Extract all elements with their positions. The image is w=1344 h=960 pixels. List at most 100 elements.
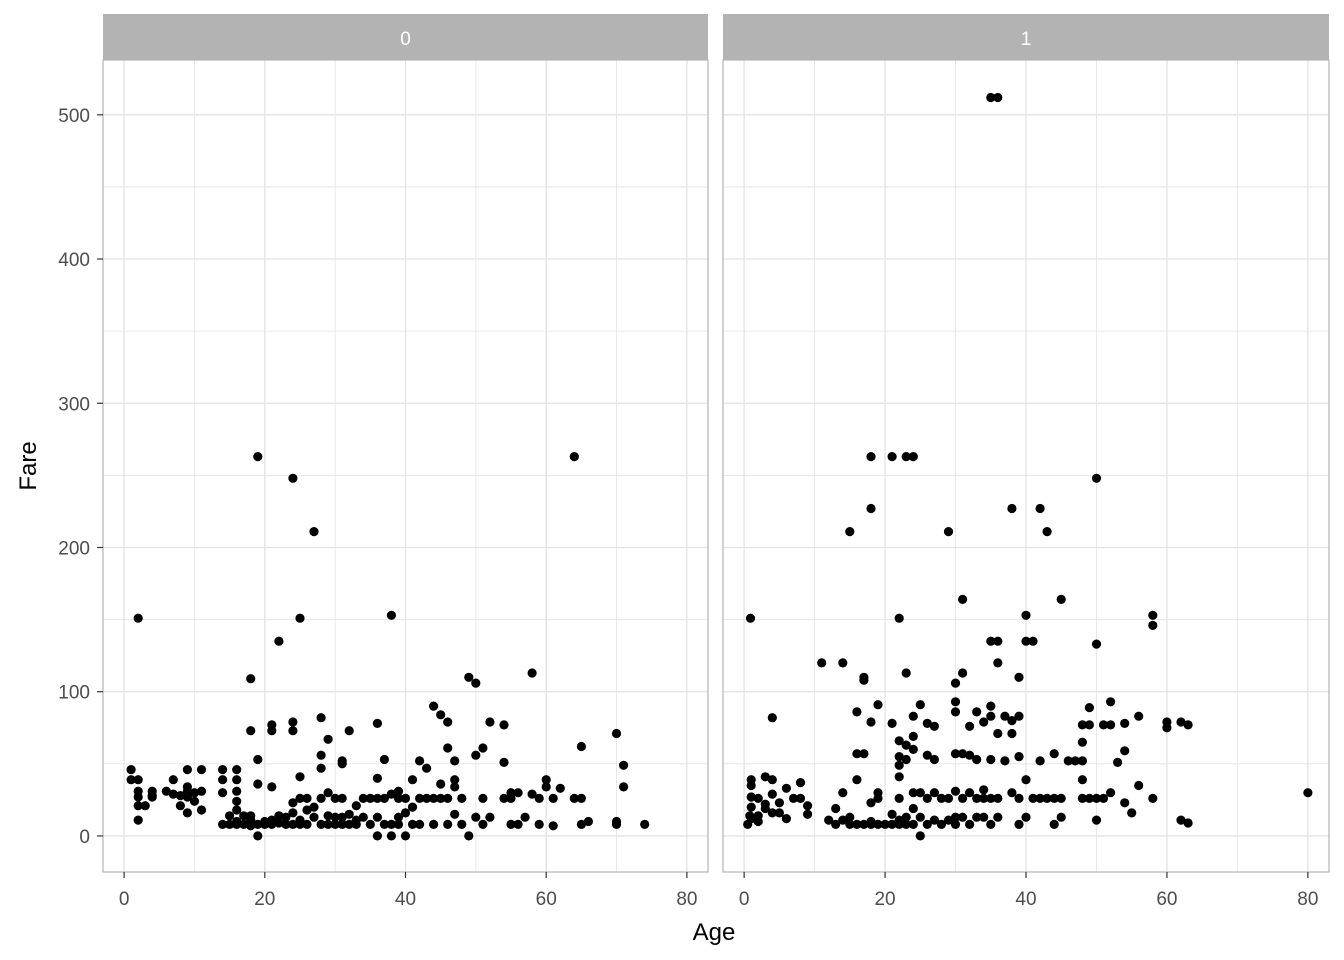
data-point [1049,819,1059,830]
data-point [838,788,848,798]
data-point [950,678,961,688]
data-point [232,819,242,830]
data-point [619,782,629,792]
x-tick-label: 0 [739,889,750,910]
data-point [915,700,925,710]
data-point [232,786,242,796]
data-point [457,793,467,804]
panel-1: 1 0 20 40 60 80 [722,14,1330,910]
data-point [1021,610,1031,620]
data-point [859,749,869,759]
data-point [288,473,298,483]
data-point [1106,788,1116,798]
data-point [499,720,509,730]
data-point [337,819,347,830]
data-point [774,798,785,808]
data-point [894,819,904,830]
data-point [436,779,446,789]
data-point [1084,720,1094,730]
data-point [415,793,425,804]
data-point [993,636,1003,646]
data-point [640,819,650,830]
data-point [316,750,326,760]
data-point [295,815,305,825]
data-point [225,819,235,830]
data-point [866,819,876,830]
data-point [993,92,1003,103]
data-point [1014,819,1024,830]
grid-panel-0 [103,60,708,872]
data-point [464,672,474,682]
data-point [133,613,143,623]
data-point [965,819,975,830]
data-point [795,778,806,788]
data-point [746,780,756,791]
data-point [140,801,150,811]
data-point [133,815,143,825]
data-point [950,707,961,717]
data-point [253,819,263,830]
data-point [1106,697,1116,707]
data-point [415,756,425,766]
data-point [372,773,382,783]
data-point [979,785,989,795]
data-point [1007,788,1017,798]
data-point [450,782,460,792]
data-point [407,819,418,830]
data-point [253,831,263,841]
data-point [1014,793,1024,804]
data-point [309,802,319,812]
data-point [569,793,579,804]
data-point [1091,793,1102,804]
data-point [422,793,432,804]
data-point [471,750,481,760]
data-point [887,452,897,462]
data-point [880,819,890,830]
data-point [527,668,537,678]
data-point [1021,636,1031,646]
data-point [365,819,375,830]
data-point [288,717,298,727]
data-point [232,765,242,775]
strip-label-panel-0: 0 [400,29,411,50]
data-point [133,792,143,802]
data-point [1183,720,1193,730]
data-point [1176,717,1186,727]
data-point [400,831,411,841]
data-point [929,815,940,825]
data-point [838,815,848,825]
data-point [471,812,481,822]
data-point [831,803,841,814]
data-point [1176,815,1186,825]
x-tick-label: 0 [119,889,130,910]
data-point [831,819,841,830]
data-point [218,765,228,775]
data-point [386,789,396,799]
data-point [972,793,982,804]
data-point [400,793,411,804]
data-point [619,760,629,770]
data-point [767,789,777,799]
data-point [986,92,996,103]
data-point [443,819,453,830]
data-point [929,754,940,765]
data-point [478,819,488,830]
data-point [1077,720,1087,730]
data-point [866,717,876,727]
data-point [894,613,904,623]
data-point [337,793,347,804]
data-point [281,819,291,830]
data-point [485,812,495,822]
data-point [824,815,834,825]
data-point [569,452,579,462]
data-point [915,788,925,798]
data-point [232,796,242,806]
data-point [372,812,382,822]
y-axis: 0 100 200 300 400 500 [58,106,103,848]
data-point [1084,703,1094,713]
data-point [182,765,192,775]
data-point [1162,723,1172,733]
data-point [295,772,305,782]
data-point [986,701,996,711]
data-point [182,808,192,818]
